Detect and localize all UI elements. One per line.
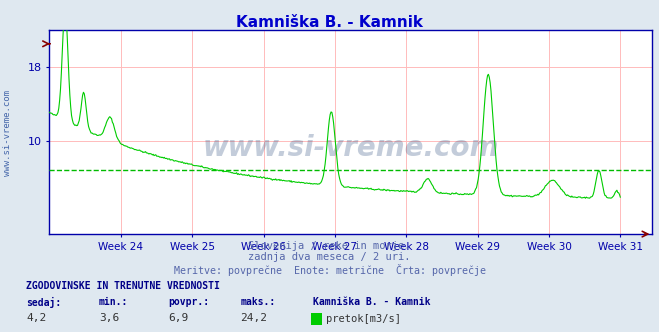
Text: 4,2: 4,2 xyxy=(26,313,47,323)
Text: www.si-vreme.com: www.si-vreme.com xyxy=(3,90,13,176)
Text: zadnja dva meseca / 2 uri.: zadnja dva meseca / 2 uri. xyxy=(248,252,411,262)
Text: min.:: min.: xyxy=(99,297,129,307)
Text: 6,9: 6,9 xyxy=(168,313,188,323)
Text: ZGODOVINSKE IN TRENUTNE VREDNOSTI: ZGODOVINSKE IN TRENUTNE VREDNOSTI xyxy=(26,281,220,290)
Text: povpr.:: povpr.: xyxy=(168,297,209,307)
Text: 24,2: 24,2 xyxy=(241,313,268,323)
Text: Kamniška B. - Kamnik: Kamniška B. - Kamnik xyxy=(313,297,430,307)
Text: Slovenija / reke in morje.: Slovenija / reke in morje. xyxy=(248,241,411,251)
Text: sedaj:: sedaj: xyxy=(26,297,61,308)
Text: www.si-vreme.com: www.si-vreme.com xyxy=(203,134,499,162)
Text: 3,6: 3,6 xyxy=(99,313,119,323)
Text: Kamniška B. - Kamnik: Kamniška B. - Kamnik xyxy=(236,15,423,30)
Text: maks.:: maks.: xyxy=(241,297,275,307)
Text: pretok[m3/s]: pretok[m3/s] xyxy=(326,314,401,324)
Text: Meritve: povprečne  Enote: metrične  Črta: povprečje: Meritve: povprečne Enote: metrične Črta:… xyxy=(173,264,486,276)
